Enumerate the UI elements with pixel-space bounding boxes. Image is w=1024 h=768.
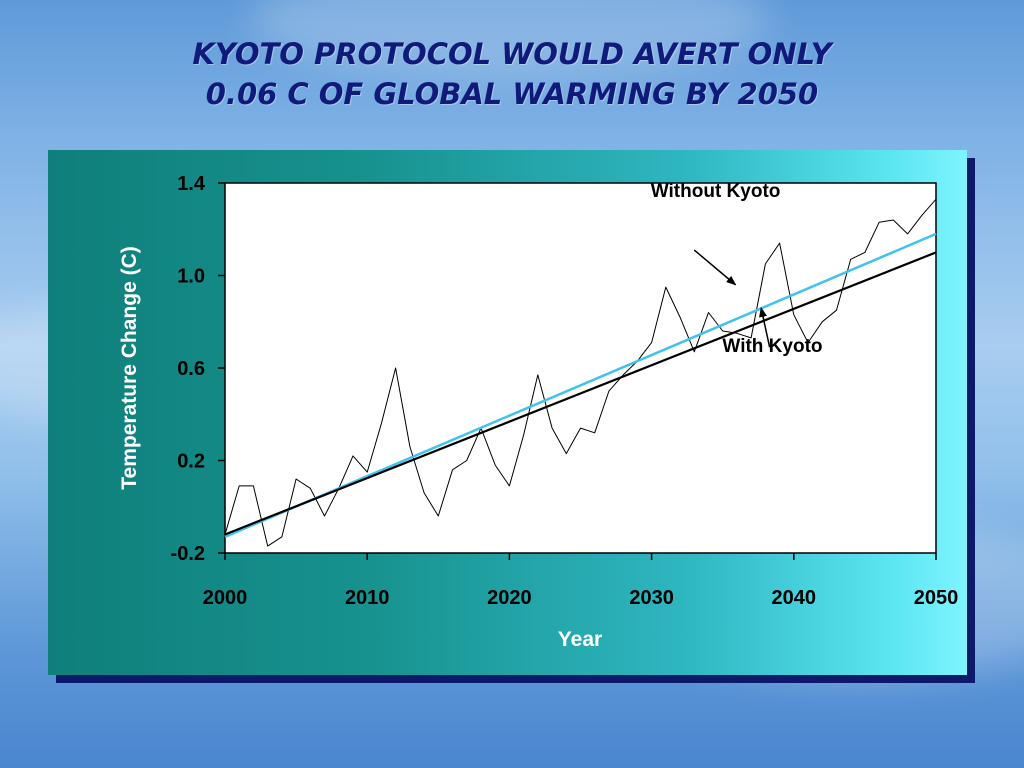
slide-title-line1: KYOTO PROTOCOL WOULD AVERT ONLY	[192, 37, 832, 71]
plot-area	[224, 182, 937, 554]
annotation-with-kyoto-arrow	[759, 306, 771, 348]
y-tick-label: 1.0	[177, 266, 205, 288]
y-tick-label: -0.2	[171, 543, 205, 565]
slide-title: KYOTO PROTOCOL WOULD AVERT ONLY 0.06 C O…	[0, 34, 1024, 114]
annotation-with-kyoto-label: With Kyoto	[722, 336, 822, 357]
y-tick-label: 0.2	[177, 451, 205, 473]
series-line-trend-with-kyoto	[224, 251, 937, 536]
slide-title-line2: 0.06 C OF GLOBAL WARMING BY 2050	[205, 77, 819, 111]
y-tick-label: 1.4	[177, 173, 206, 195]
y-axis-label: Temperature Change (C)	[118, 246, 141, 489]
annotation-without-kyoto-label: Without Kyoto	[651, 181, 781, 202]
x-tick-label: 2020	[487, 587, 532, 609]
x-axis-label: Year	[558, 628, 602, 651]
annotation-without-kyoto-arrow	[693, 249, 737, 286]
x-tick-label: 2000	[203, 587, 248, 609]
series-line-annual	[224, 198, 937, 547]
x-tick-label: 2040	[772, 587, 817, 609]
x-tick-label: 2010	[345, 587, 390, 609]
y-tick-label: 0.6	[177, 358, 205, 380]
x-tick-label: 2050	[914, 587, 959, 609]
x-tick-label: 2030	[629, 587, 674, 609]
